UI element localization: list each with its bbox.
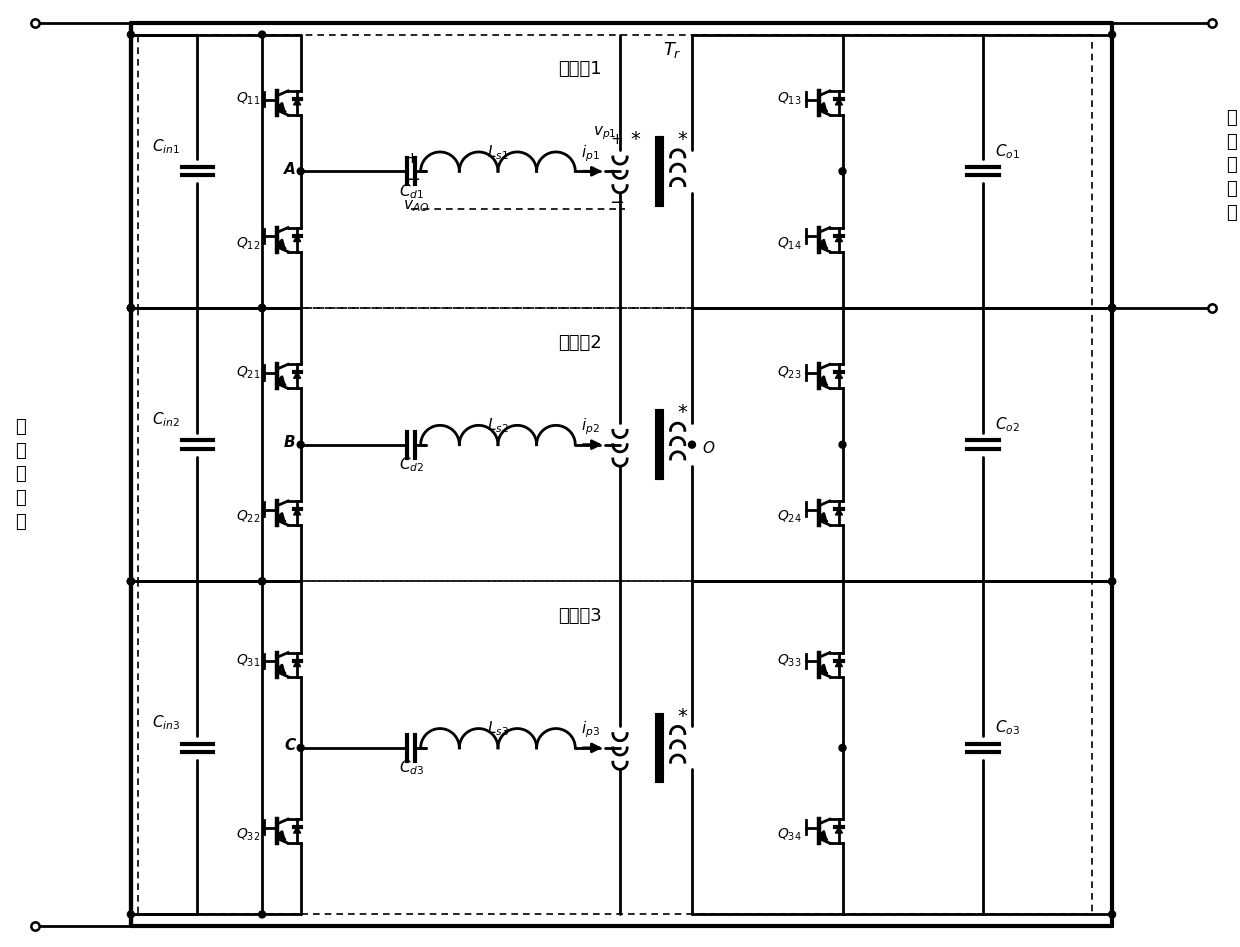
- Circle shape: [1109, 911, 1116, 918]
- Text: $C_{d2}$: $C_{d2}$: [399, 456, 424, 474]
- Bar: [138, 35, 1092, 308]
- Polygon shape: [836, 827, 842, 833]
- Text: 中
压
直
流
侧: 中 压 直 流 侧: [15, 419, 26, 530]
- Circle shape: [1109, 578, 1116, 585]
- Polygon shape: [836, 509, 842, 515]
- Text: $Q_{13}$: $Q_{13}$: [777, 91, 802, 107]
- Circle shape: [1109, 578, 1116, 585]
- Text: $Q_{32}$: $Q_{32}$: [236, 827, 260, 844]
- Text: *: *: [678, 403, 687, 422]
- Text: 子模块2: 子模块2: [558, 333, 603, 351]
- Circle shape: [259, 305, 265, 312]
- Circle shape: [839, 441, 846, 448]
- Bar: [138, 581, 1092, 915]
- Text: 低
压
直
流
侧: 低 压 直 流 侧: [1226, 109, 1236, 222]
- Circle shape: [128, 578, 134, 585]
- Circle shape: [688, 441, 696, 448]
- Text: $Q_{12}$: $Q_{12}$: [236, 236, 260, 252]
- Text: $C_{o3}$: $C_{o3}$: [996, 719, 1021, 738]
- Polygon shape: [294, 98, 300, 105]
- Polygon shape: [294, 827, 300, 833]
- Text: $Q_{22}$: $Q_{22}$: [236, 509, 260, 526]
- Text: $Q_{23}$: $Q_{23}$: [777, 365, 802, 381]
- Circle shape: [298, 168, 304, 175]
- Text: $Q_{31}$: $Q_{31}$: [236, 652, 260, 669]
- Text: B: B: [284, 436, 295, 450]
- Circle shape: [128, 31, 134, 38]
- Circle shape: [298, 441, 304, 448]
- Circle shape: [839, 744, 846, 751]
- Text: $v_{AO}$: $v_{AO}$: [403, 198, 429, 214]
- Circle shape: [839, 168, 846, 175]
- Text: $C_{in2}$: $C_{in2}$: [151, 410, 180, 429]
- Text: $Q_{34}$: $Q_{34}$: [777, 827, 802, 844]
- Text: −: −: [404, 170, 420, 188]
- Text: $i_{p1}$: $i_{p1}$: [580, 143, 600, 164]
- Circle shape: [1109, 305, 1116, 312]
- Text: $Q_{33}$: $Q_{33}$: [777, 652, 802, 669]
- Polygon shape: [836, 236, 842, 241]
- Circle shape: [259, 31, 265, 38]
- Polygon shape: [294, 509, 300, 515]
- Circle shape: [1109, 31, 1116, 38]
- Text: $C_{in1}$: $C_{in1}$: [151, 137, 180, 155]
- Circle shape: [259, 578, 265, 585]
- Circle shape: [128, 911, 134, 918]
- Circle shape: [128, 305, 134, 312]
- Circle shape: [259, 911, 265, 918]
- Text: A: A: [284, 162, 295, 177]
- Text: $Q_{14}$: $Q_{14}$: [777, 236, 802, 252]
- Circle shape: [128, 578, 134, 585]
- Text: *: *: [678, 130, 687, 149]
- Text: $O$: $O$: [702, 439, 715, 456]
- Text: $i_{p2}$: $i_{p2}$: [580, 417, 599, 438]
- Circle shape: [128, 578, 134, 585]
- Polygon shape: [294, 236, 300, 241]
- Text: *: *: [678, 706, 687, 725]
- Text: +: +: [610, 132, 624, 147]
- Polygon shape: [294, 372, 300, 378]
- Bar: [138, 308, 1092, 581]
- Text: $L_{s2}$: $L_{s2}$: [487, 417, 508, 435]
- Text: 子模块1: 子模块1: [558, 61, 603, 79]
- Polygon shape: [294, 660, 300, 667]
- Text: $C_{o2}$: $C_{o2}$: [996, 416, 1021, 434]
- Text: $T_r$: $T_r$: [663, 40, 682, 60]
- Text: $Q_{21}$: $Q_{21}$: [236, 365, 260, 381]
- Circle shape: [1109, 305, 1116, 312]
- Text: $L_{s1}$: $L_{s1}$: [487, 143, 508, 162]
- Text: C: C: [284, 739, 295, 754]
- Text: $C_{o1}$: $C_{o1}$: [996, 142, 1021, 161]
- Text: 子模块3: 子模块3: [558, 607, 603, 625]
- Circle shape: [259, 305, 265, 312]
- Text: $C_{in3}$: $C_{in3}$: [151, 714, 180, 732]
- Polygon shape: [836, 660, 842, 667]
- Circle shape: [298, 744, 304, 751]
- Text: $Q_{11}$: $Q_{11}$: [236, 91, 260, 107]
- Text: $C_{d1}$: $C_{d1}$: [399, 182, 424, 201]
- Text: −: −: [609, 194, 625, 212]
- Circle shape: [128, 305, 134, 312]
- Text: *: *: [630, 130, 640, 149]
- Text: +: +: [405, 151, 419, 166]
- Text: $Q_{24}$: $Q_{24}$: [777, 509, 802, 526]
- Circle shape: [128, 305, 134, 312]
- Polygon shape: [836, 372, 842, 378]
- Circle shape: [1109, 305, 1116, 312]
- Circle shape: [259, 578, 265, 585]
- Text: $v_{p1}$: $v_{p1}$: [593, 125, 616, 142]
- Polygon shape: [836, 98, 842, 105]
- Text: $C_{d3}$: $C_{d3}$: [398, 759, 424, 777]
- Circle shape: [1109, 305, 1116, 312]
- Text: $i_{p3}$: $i_{p3}$: [580, 720, 600, 741]
- Text: $L_{s3}$: $L_{s3}$: [487, 720, 508, 739]
